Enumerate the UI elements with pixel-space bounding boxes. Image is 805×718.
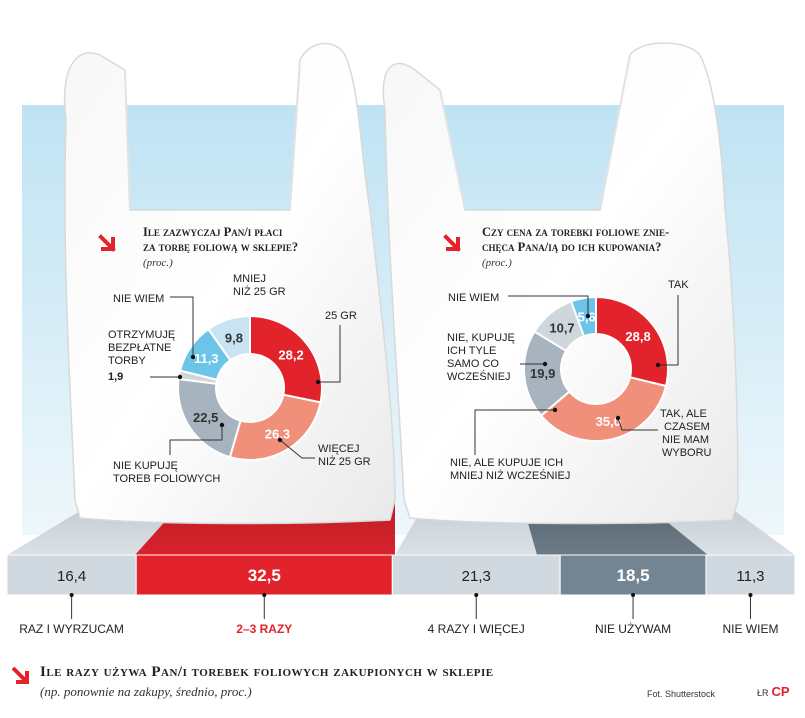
donut2-subtitle: (proc.)	[482, 257, 512, 269]
callout-wiecej-2: NIŻ 25 GR	[318, 455, 371, 468]
bar-value-label: 18,5	[617, 566, 650, 585]
bar-category-label: RAZ I WYRZUCAM	[19, 622, 124, 636]
donut1-title-line2: za torbę foliową w sklepie?	[143, 240, 298, 254]
bar-tick-dot	[69, 593, 74, 597]
donut-slice	[249, 314, 323, 404]
donut-slice	[228, 393, 322, 461]
arrow-icon	[10, 665, 32, 692]
callout-mniej-2: MNIEJ NIŻ WCZEŚNIEJ	[450, 469, 570, 482]
bar	[391, 554, 561, 596]
slice-value-label: 19,9	[530, 366, 555, 381]
bar-category-label: 4 RAZY I WIĘCEJ	[428, 622, 525, 636]
slice-value-label: 28,8	[625, 329, 650, 344]
callout-wiecej-1: WIĘCEJ	[318, 443, 360, 455]
photo-credit: Fot. Shutterstock	[647, 689, 716, 699]
donut1-leader-dots	[177, 354, 321, 443]
bar-category-label: NIE UŻYWAM	[595, 622, 671, 636]
donut1-callouts: MNIEJ NIŻ 25 GR 25 GR NIE WIEM OTRZYMUJĘ…	[108, 273, 371, 485]
bar-tick-dot	[748, 593, 753, 597]
callout-tyle-2: ICH TYLE	[447, 345, 496, 357]
donut2-leader-dots	[542, 313, 661, 421]
logo-text: ŁR	[757, 688, 769, 698]
bar-category-label: NIE WIEM	[722, 622, 778, 636]
callout-tyle-1: NIE, KUPUJĘ	[447, 332, 515, 344]
donut2-title-line2: chęca Pana/ią do ich kupowania?	[482, 240, 661, 254]
arrow-icon	[443, 234, 461, 252]
callout-takale-3: NIE MAM	[662, 434, 709, 446]
callout-niewiem: NIE WIEM	[448, 292, 499, 304]
donut1-value-label: 1,9	[108, 371, 123, 383]
logo-mark: CP	[771, 684, 790, 699]
donut1-title-line1: Ile zazwyczaj Pan/i płaci	[143, 225, 283, 239]
bar-category-label: 2–3 RAZY	[236, 622, 292, 636]
callout-otrz-1: OTRZYMUJĘ	[108, 329, 175, 341]
bar	[705, 554, 796, 596]
slice-value-label: 11,3	[194, 351, 219, 366]
callout-tyle-4: WCZEŚNIEJ	[447, 370, 511, 383]
bar-tick-dot	[631, 593, 636, 597]
logo: ŁR CP	[757, 684, 790, 699]
callout-mniej-1: MNIEJ	[233, 273, 266, 285]
donut2-chart: 28,835,019,910,75,6	[523, 295, 669, 442]
footer-title: Ile razy używa Pan/i torebek foliowych z…	[40, 664, 494, 680]
bar-value-label: 21,3	[462, 568, 491, 585]
bar-tick-dot	[474, 593, 479, 597]
donut1-leaders	[150, 296, 341, 459]
callout-niekupuje-2: TOREB FOLIOWYCH	[113, 473, 220, 485]
donut-slice	[595, 295, 669, 388]
bar-tick-dot	[262, 593, 267, 597]
callout-takale-4: WYBORU	[662, 447, 712, 459]
callout-niewiem: NIE WIEM	[113, 293, 164, 305]
slice-value-label: 9,8	[225, 330, 243, 345]
donut2-leaders	[474, 295, 679, 455]
slice-value-label: 28,2	[278, 347, 303, 362]
callout-takale-1: TAK, ALE	[660, 408, 707, 420]
donut-slice	[177, 377, 242, 459]
callout-25gr: 25 GR	[325, 310, 357, 322]
callout-mniej-2: NIŻ 25 GR	[233, 285, 286, 298]
callout-mniej-1: NIE, ALE KUPUJE ICH	[450, 457, 563, 469]
arrow-icon	[98, 234, 116, 252]
donut1-chart: 28,2 26,3 22,5 11,3 9,8	[177, 314, 323, 461]
donut2-title-line1: Czy cena za torebki foliowe znie-	[482, 225, 669, 239]
bar-value-label: 11,3	[736, 568, 764, 585]
donut1-subtitle: (proc.)	[143, 257, 173, 269]
slice-value-label: 35,0	[596, 414, 621, 429]
donut-slice	[569, 295, 597, 338]
callout-otrz-3: TORBY	[108, 355, 146, 367]
callout-takale-2: CZASEM	[664, 421, 710, 433]
bar-value-label: 16,4	[57, 568, 86, 585]
donut2-callouts: NIE WIEM TAK TAK, ALE CZASEM NIE MAM WYB…	[447, 279, 712, 482]
callout-otrz-2: BEZPŁATNE	[108, 342, 171, 354]
usage-bar-chart: 16,4 RAZ I WYRZUCAM 32,5 2–3 RAZY 21,3 4 RAZY…	[6, 554, 796, 636]
slice-value-label: 26,3	[265, 426, 290, 441]
footer-subtitle: (np. ponownie na zakupy, średnio, proc.)	[40, 684, 252, 699]
callout-niekupuje-1: NIE KUPUJĘ	[113, 460, 178, 472]
callout-tyle-3: SAMO CO	[447, 358, 499, 370]
callout-tak: TAK	[668, 279, 689, 291]
donut-slice	[539, 376, 668, 442]
slice-value-label: 22,5	[193, 410, 218, 425]
slice-value-label: 10,7	[549, 321, 574, 336]
bar-value-label: 32,5	[248, 566, 281, 585]
donut-slice	[207, 314, 251, 362]
